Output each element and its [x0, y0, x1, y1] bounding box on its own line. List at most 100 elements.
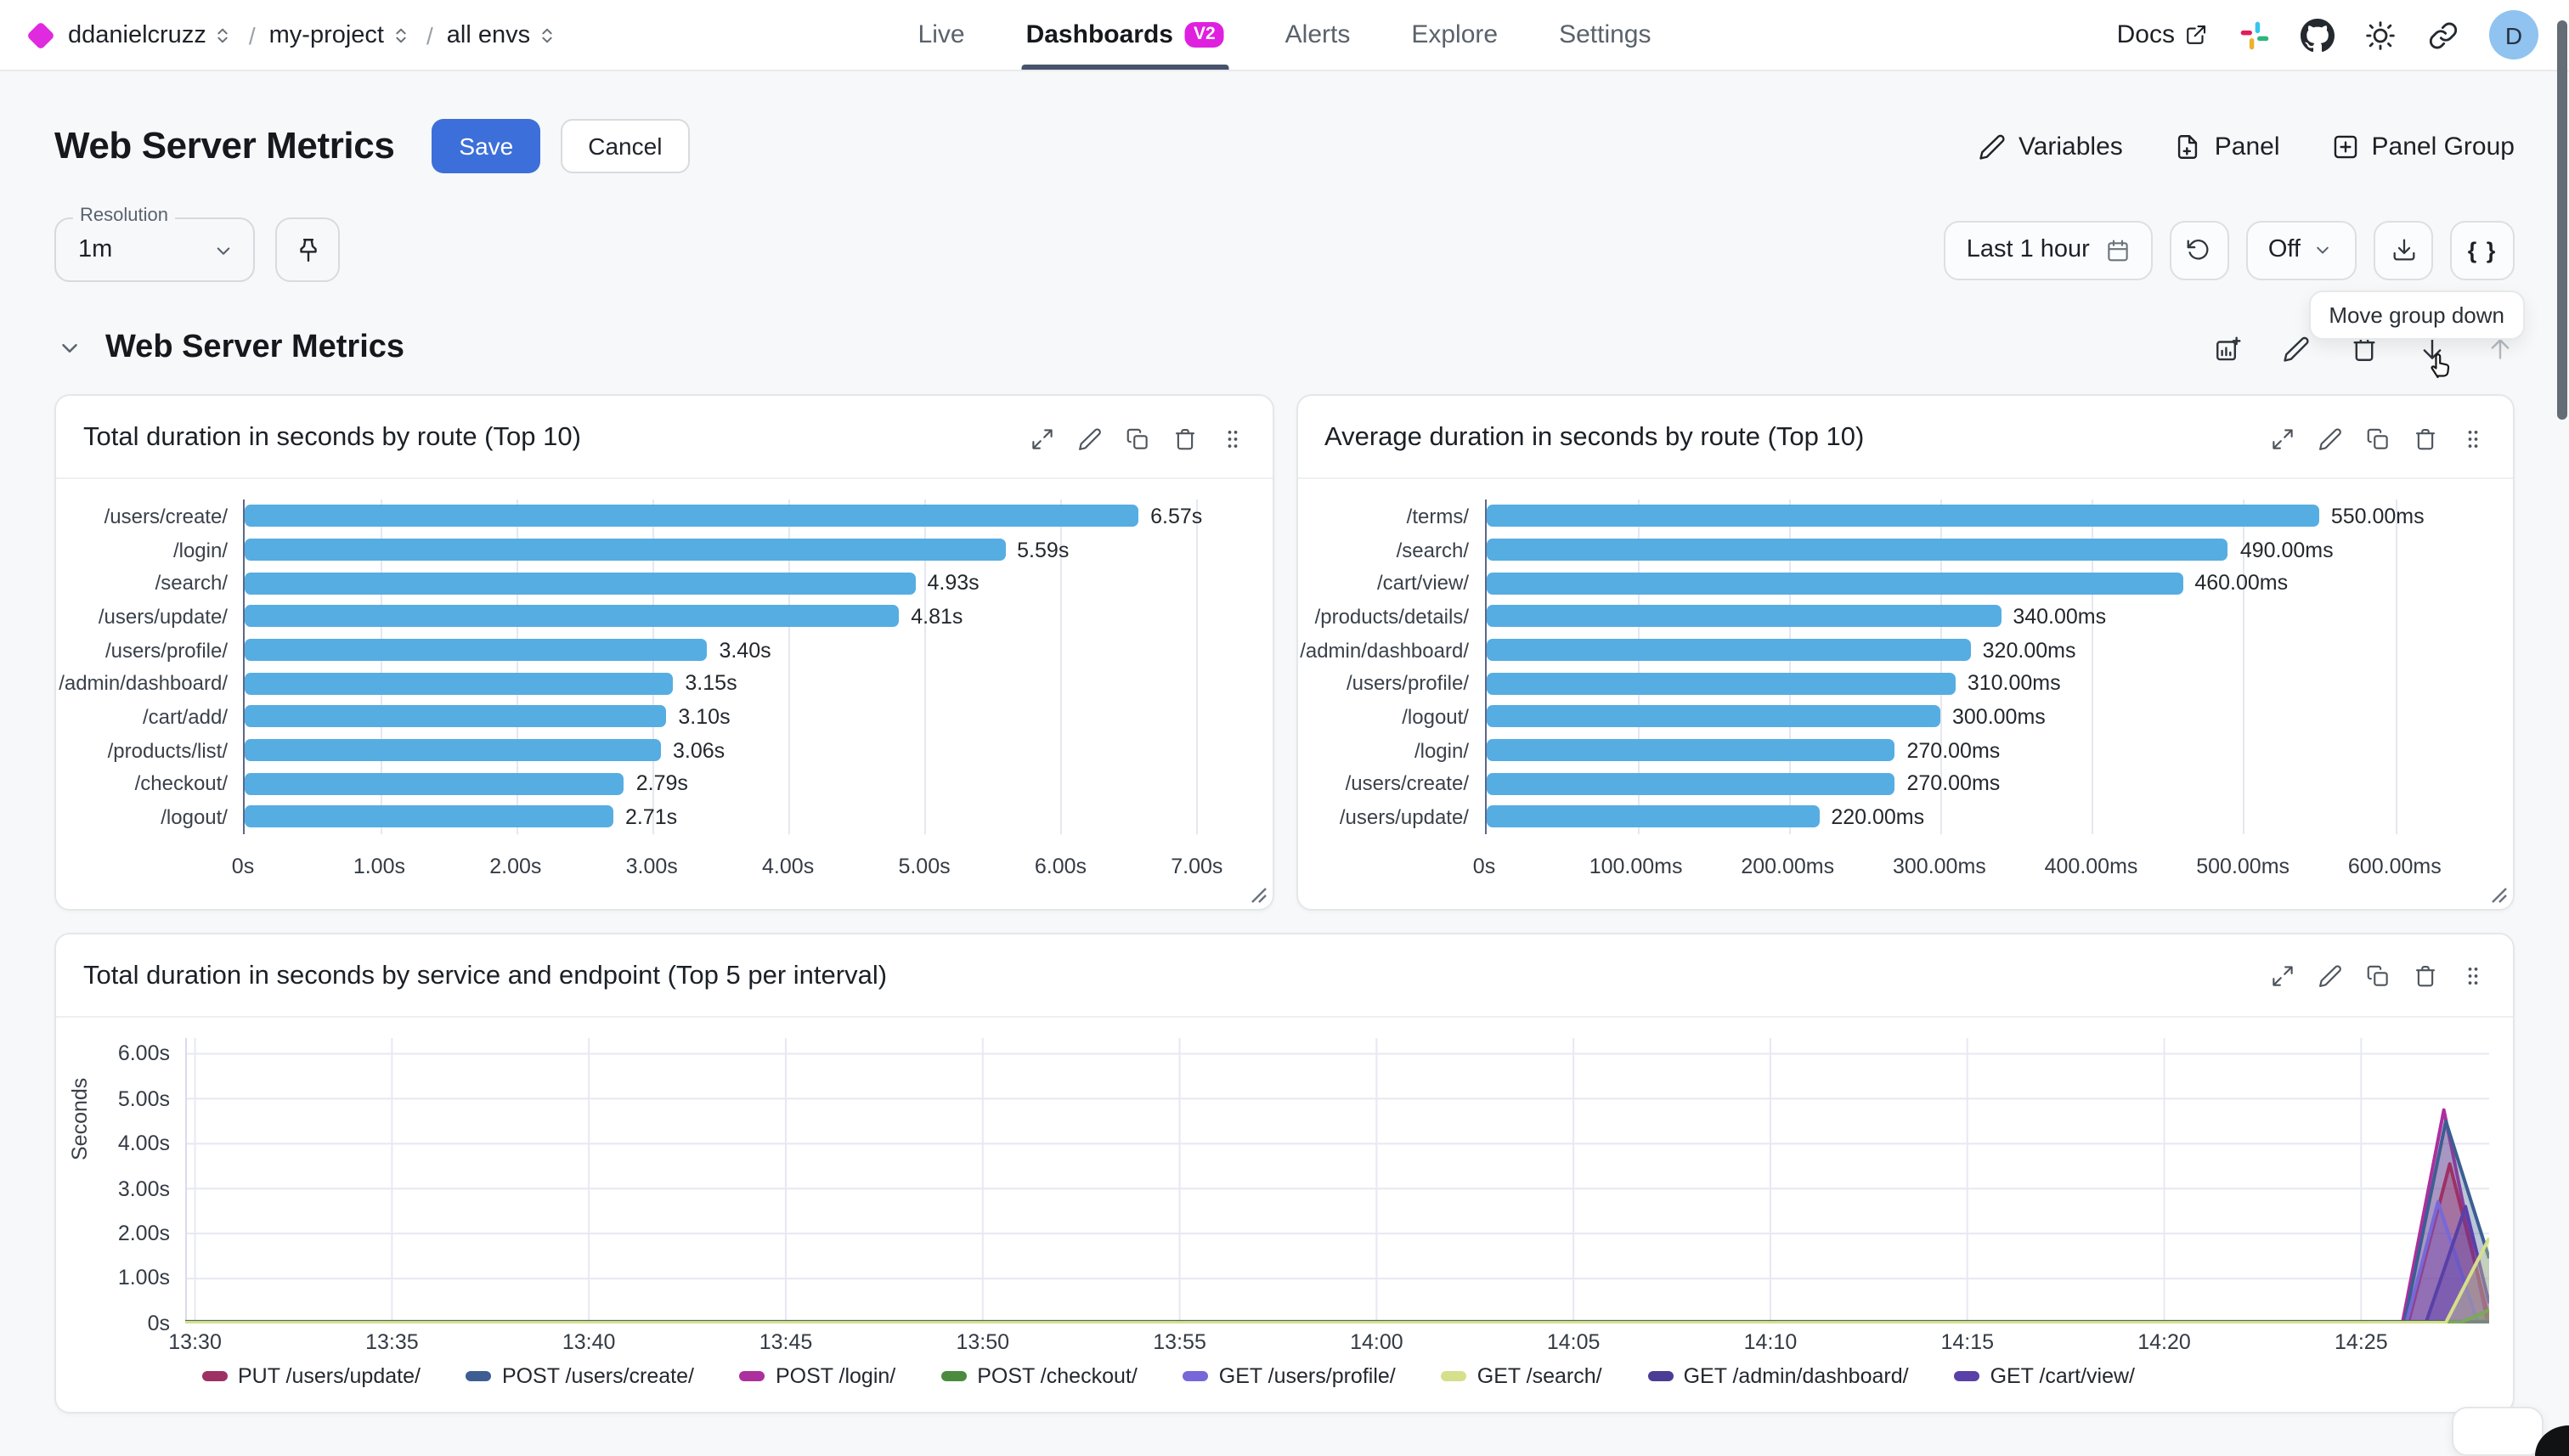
legend-item[interactable]: GET /cart/view/: [1954, 1364, 2135, 1388]
refresh-button[interactable]: [2169, 220, 2229, 279]
tab-label: Settings: [1559, 20, 1652, 49]
time-range-picker[interactable]: Last 1 hour: [1944, 220, 2153, 279]
panel-title: Total duration in seconds by route (Top …: [83, 423, 581, 452]
panel-group-label: Panel Group: [2371, 132, 2515, 161]
bar-row: 320.00ms: [1486, 634, 2486, 667]
resolution-select[interactable]: Resolution 1m: [54, 206, 255, 282]
bar-row: 460.00ms: [1486, 567, 2486, 600]
tab-dashboards[interactable]: Dashboards V2: [1020, 0, 1228, 70]
y-axis-ticks: 6.00s 5.00s 4.00s 3.00s 2.00s 1.00s 0s: [97, 1038, 185, 1335]
bar[interactable]: [1486, 672, 1956, 695]
variables-button[interactable]: Variables: [1978, 132, 2123, 161]
scrollbar-thumb[interactable]: [2557, 20, 2567, 420]
bar[interactable]: [1486, 739, 1895, 762]
legend-item[interactable]: POST /users/create/: [466, 1364, 694, 1388]
bar-row: 3.15s: [245, 667, 1245, 700]
legend-item[interactable]: POST /checkout/: [941, 1364, 1138, 1388]
bar[interactable]: [245, 639, 708, 662]
cancel-button[interactable]: Cancel: [561, 119, 690, 173]
panel-actions: [2270, 426, 2486, 451]
copy-link-icon[interactable]: [2426, 18, 2460, 52]
legend-item[interactable]: GET /admin/dashboard/: [1647, 1363, 1909, 1388]
pin-button[interactable]: [275, 217, 340, 282]
legend-item[interactable]: GET /users/profile/: [1183, 1364, 1396, 1388]
edit-group-icon[interactable]: [2282, 334, 2311, 363]
bar[interactable]: [1486, 605, 2002, 628]
tab-live[interactable]: Live: [918, 0, 965, 70]
floating-widget[interactable]: [2452, 1407, 2544, 1456]
bar[interactable]: [1486, 572, 2183, 595]
bar-category-label: /search/: [155, 571, 228, 595]
time-range-value: Last 1 hour: [1966, 236, 2090, 263]
tab-settings[interactable]: Settings: [1559, 0, 1651, 70]
github-icon[interactable]: [2301, 18, 2335, 52]
bar[interactable]: [1486, 772, 1895, 795]
save-button[interactable]: Save: [432, 119, 541, 173]
breadcrumb-item[interactable]: all envs: [447, 21, 559, 48]
drag-handle-icon[interactable]: [2460, 964, 2486, 990]
x-axis-tick: 13:30: [168, 1329, 222, 1354]
theme-toggle-icon[interactable]: [2363, 18, 2397, 52]
bar[interactable]: [1486, 538, 2228, 561]
bar-category-label: /users/profile/: [1346, 671, 1469, 696]
expand-panel-icon[interactable]: [1029, 426, 1054, 451]
tab-alerts[interactable]: Alerts: [1285, 0, 1351, 70]
bar[interactable]: [245, 538, 1006, 561]
legend-item[interactable]: PUT /users/update/: [202, 1364, 421, 1388]
plot-area[interactable]: [185, 1037, 2491, 1324]
json-view-button[interactable]: { }: [2450, 220, 2515, 279]
edit-panel-icon[interactable]: [1076, 426, 1102, 451]
gridline: [924, 499, 927, 834]
bar[interactable]: [245, 572, 916, 595]
legend-label: GET /admin/dashboard/: [1683, 1363, 1909, 1388]
duplicate-panel-icon[interactable]: [1124, 426, 1149, 451]
expand-panel-icon[interactable]: [2270, 426, 2295, 451]
bar[interactable]: [245, 772, 624, 795]
drag-handle-icon[interactable]: [2460, 426, 2486, 451]
bar[interactable]: [1486, 805, 1820, 828]
resize-handle-icon[interactable]: [2491, 887, 2508, 904]
duplicate-panel-icon[interactable]: [2365, 964, 2391, 990]
delete-panel-icon[interactable]: [2413, 964, 2438, 990]
logo-diamond-icon[interactable]: [26, 20, 55, 49]
bar[interactable]: [1486, 639, 1971, 662]
bar[interactable]: [245, 705, 667, 728]
drag-handle-icon[interactable]: [1219, 426, 1245, 451]
docs-link[interactable]: Docs: [2117, 20, 2209, 49]
x-axis-tick: 14:25: [2335, 1329, 2388, 1354]
add-panel-group-button[interactable]: Panel Group: [2331, 132, 2515, 161]
legend-item[interactable]: POST /login/: [739, 1364, 895, 1388]
duplicate-panel-icon[interactable]: [2365, 426, 2391, 451]
bar-category-label: /checkout/: [134, 771, 228, 796]
auto-refresh-select[interactable]: Off: [2245, 220, 2357, 279]
bar[interactable]: [245, 805, 613, 828]
resize-handle-icon[interactable]: [1250, 887, 1267, 904]
edit-panel-icon[interactable]: [2318, 964, 2343, 990]
breadcrumb-item[interactable]: ddanielcruzz: [68, 21, 235, 48]
bar-row: 300.00ms: [1486, 700, 2486, 733]
add-panel-button[interactable]: Panel: [2174, 132, 2280, 161]
bar[interactable]: [245, 505, 1139, 528]
bar[interactable]: [1486, 705, 1940, 728]
expand-panel-icon[interactable]: [2270, 964, 2295, 990]
delete-panel-icon[interactable]: [1172, 426, 1197, 451]
avatar[interactable]: D: [2489, 10, 2538, 59]
legend-swatch: [202, 1370, 228, 1382]
collapse-group-icon[interactable]: [54, 333, 85, 364]
add-panel-to-group-icon[interactable]: [2214, 334, 2243, 363]
move-group-up-icon[interactable]: [2486, 334, 2515, 363]
bar[interactable]: [245, 739, 661, 762]
breadcrumb-item[interactable]: my-project: [269, 21, 413, 48]
external-link-icon: [2183, 22, 2209, 48]
download-button[interactable]: [2374, 220, 2433, 279]
bar[interactable]: [1486, 505, 2319, 528]
bar[interactable]: [245, 672, 674, 695]
bar[interactable]: [245, 605, 900, 628]
tab-explore[interactable]: Explore: [1411, 0, 1498, 70]
x-axis-tick: 600.00ms: [2347, 854, 2442, 878]
slack-icon[interactable]: [2238, 18, 2272, 52]
delete-panel-icon[interactable]: [2413, 426, 2438, 451]
toolbar: Resolution 1m Last 1 hour Off: [54, 206, 2525, 339]
edit-panel-icon[interactable]: [2318, 426, 2343, 451]
legend-item[interactable]: GET /search/: [1441, 1364, 1602, 1388]
